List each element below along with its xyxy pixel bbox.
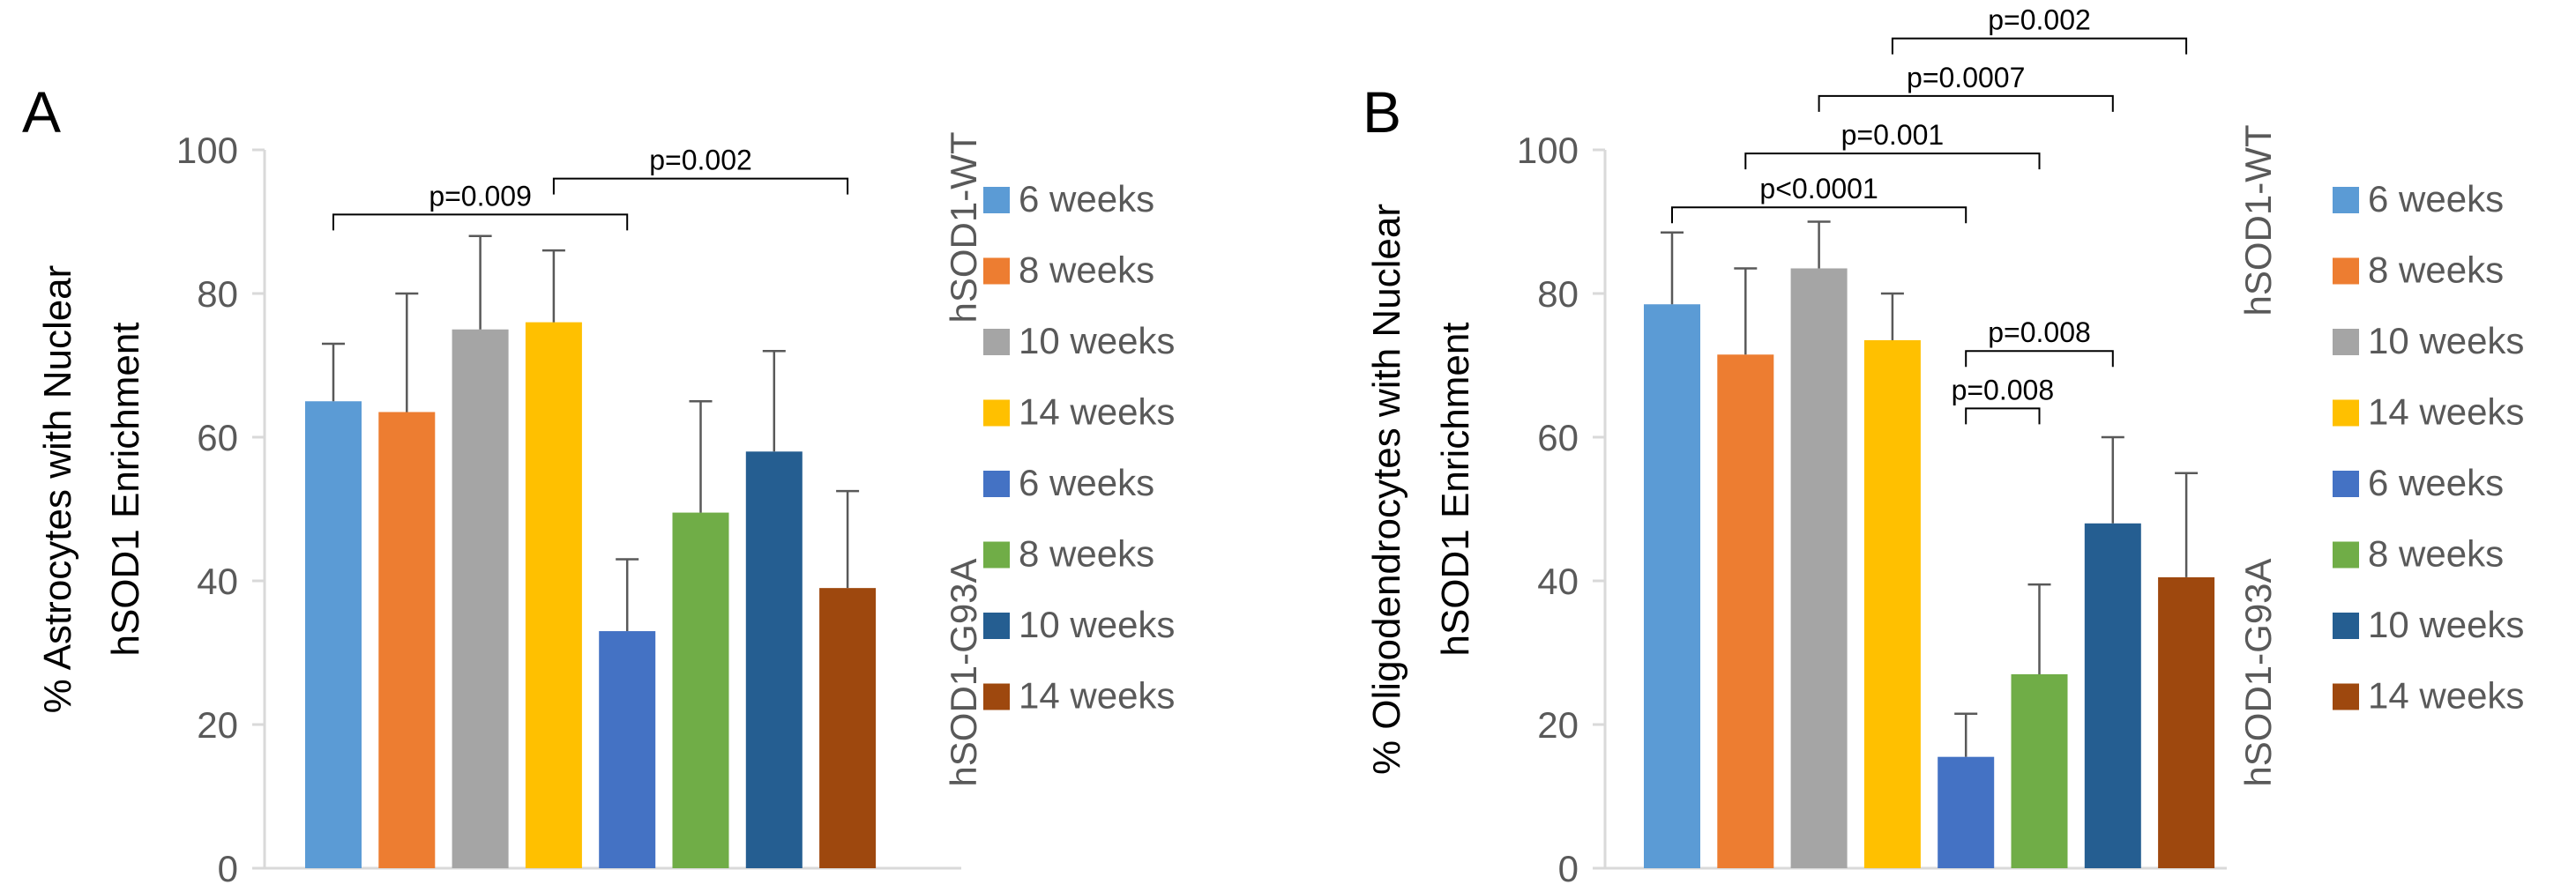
y-tick-label: 40 <box>1537 561 1579 602</box>
legend-group-label: hSOD1-WT <box>943 131 984 323</box>
y-tick-label: 20 <box>1537 704 1579 746</box>
bar <box>2084 523 2141 868</box>
legend-label: 14 weeks <box>1019 391 1175 433</box>
y-tick-label: 80 <box>1537 273 1579 315</box>
legend-swatch <box>2333 257 2359 285</box>
significance-label: p=0.002 <box>1988 4 2091 36</box>
legend-label: 14 weeks <box>2368 675 2524 717</box>
bar <box>525 322 582 869</box>
legend-swatch <box>2333 613 2359 639</box>
legend-swatch <box>983 399 1010 427</box>
legend-swatch <box>2333 471 2359 497</box>
y-tick-label: 60 <box>197 417 238 458</box>
significance-label: p=0.008 <box>1952 374 2055 405</box>
bar <box>1717 354 1774 868</box>
y-tick-label: 100 <box>1517 130 1579 171</box>
bar <box>1863 339 1921 869</box>
y-tick-label: 100 <box>176 130 238 171</box>
legend-label: 6 weeks <box>2368 178 2504 219</box>
legend-label: 6 weeks <box>1019 178 1154 219</box>
bar <box>378 412 436 869</box>
y-tick-label: 40 <box>197 561 238 602</box>
significance-label: p=0.009 <box>429 180 532 212</box>
panel-b: B % Oligodendrocytes with Nuclear hSOD1 En… <box>1363 4 2524 889</box>
legend-group-label: hSOD1-G93A <box>943 558 984 786</box>
legend-swatch <box>983 613 1010 639</box>
bar <box>672 512 729 868</box>
y-axis-label: % Astrocytes with Nuclear <box>36 265 79 714</box>
legend-swatch <box>2333 187 2359 213</box>
legend-swatch <box>983 187 1010 213</box>
bar <box>1790 268 1848 869</box>
bar <box>1644 304 1700 869</box>
y-tick-label: 20 <box>197 704 238 746</box>
legend-label: 14 weeks <box>2368 391 2524 433</box>
legend-label: 10 weeks <box>1019 320 1175 361</box>
legend-label: 10 weeks <box>1019 604 1175 645</box>
legend-label: 8 weeks <box>2368 249 2504 291</box>
legend-label: 10 weeks <box>2368 604 2524 645</box>
legend-label: 14 weeks <box>1019 675 1175 717</box>
significance-bracket <box>1671 206 1967 224</box>
significance-bracket <box>552 177 849 195</box>
y-tick-label: 0 <box>218 848 238 889</box>
significance-bracket <box>332 213 629 231</box>
y-axis-label: hSOD1 Enrichment <box>104 322 147 656</box>
significance-label: p=0.001 <box>1841 119 1945 151</box>
legend-group-label: hSOD1-WT <box>2237 124 2279 316</box>
bar <box>2011 673 2068 868</box>
y-tick-label: 80 <box>197 273 238 315</box>
legend-swatch <box>983 329 1010 355</box>
y-axis-label: % Oligodendrocytes with Nuclear <box>1365 204 1408 775</box>
legend-swatch <box>2333 541 2359 569</box>
legend-swatch <box>2333 683 2359 710</box>
significance-bracket <box>1965 350 2114 368</box>
legend-label: 8 weeks <box>2368 533 2504 575</box>
panel-label: B <box>1363 79 1401 145</box>
y-axis-label: hSOD1 Enrichment <box>1434 322 1477 656</box>
legend-swatch <box>983 541 1010 569</box>
legend-swatch <box>983 683 1010 710</box>
significance-label: p=0.002 <box>649 145 752 176</box>
legend-swatch <box>2333 329 2359 355</box>
bar <box>452 329 509 868</box>
panel-label: A <box>22 79 61 145</box>
significance-bracket <box>1891 37 2188 55</box>
bar <box>305 401 362 868</box>
legend-label: 8 weeks <box>1019 533 1154 575</box>
legend-label: 8 weeks <box>1019 249 1154 291</box>
legend-label: 6 weeks <box>1019 462 1154 503</box>
legend-swatch <box>983 471 1010 497</box>
legend-label: 10 weeks <box>2368 320 2524 361</box>
legend-swatch <box>983 257 1010 285</box>
significance-label: p=0.0007 <box>1907 62 2025 93</box>
significance-bracket <box>1744 152 2041 170</box>
legend-swatch <box>2333 399 2359 427</box>
y-tick-label: 0 <box>1558 848 1579 889</box>
significance-bracket <box>1818 94 2114 112</box>
bar <box>2158 576 2215 868</box>
bar <box>819 588 877 868</box>
significance-bracket <box>1965 407 2041 425</box>
y-tick-label: 60 <box>1537 417 1579 458</box>
legend-label: 6 weeks <box>2368 462 2504 503</box>
bar <box>599 631 656 868</box>
bar <box>745 451 803 868</box>
significance-label: p<0.0001 <box>1759 173 1878 204</box>
significance-label: p=0.008 <box>1988 316 2091 348</box>
panel-a: A % Astrocytes with Nuclear hSOD1 Enrichme… <box>22 79 1175 889</box>
legend-group-label: hSOD1-G93A <box>2237 558 2279 786</box>
bar <box>1938 756 1995 868</box>
